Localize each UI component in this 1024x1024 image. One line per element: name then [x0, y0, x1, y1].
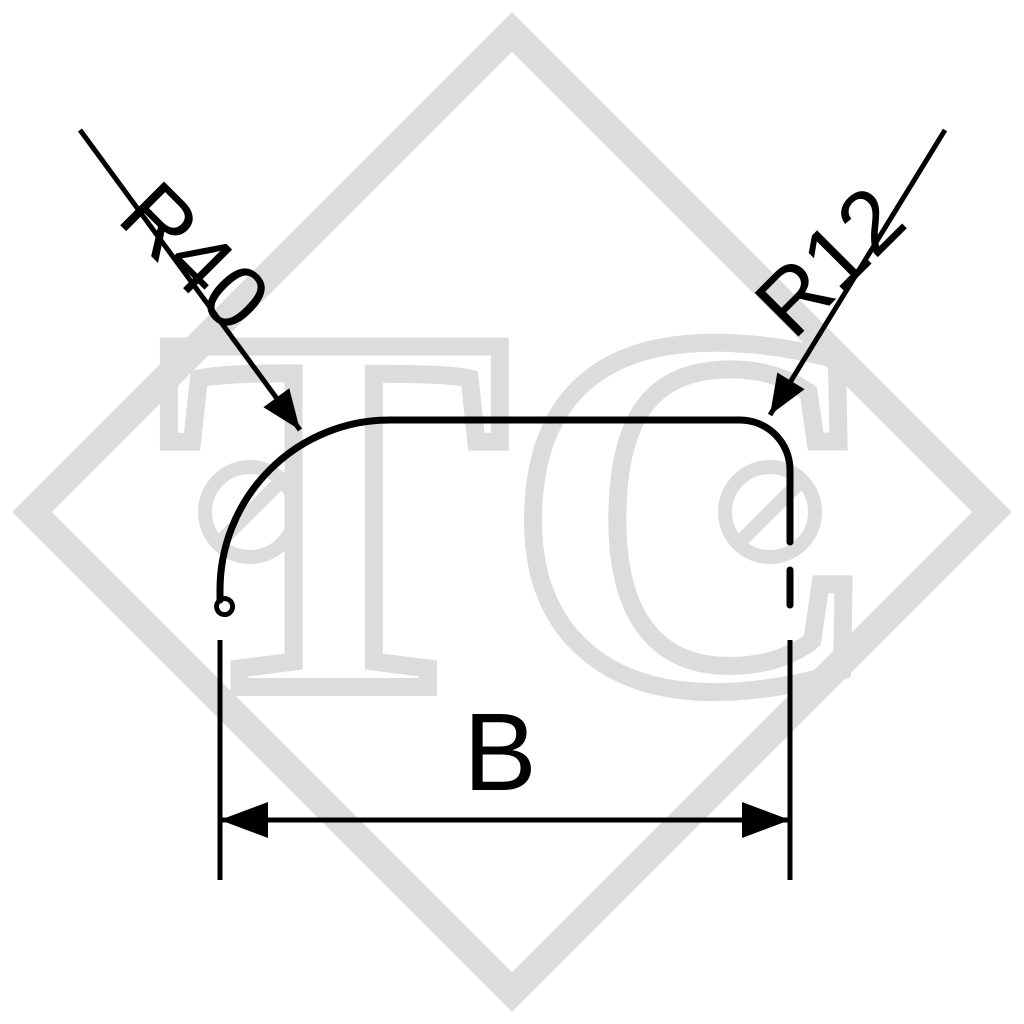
technical-drawing: TC R40 R12 B — [0, 0, 1024, 1024]
label-b: B — [463, 691, 536, 814]
